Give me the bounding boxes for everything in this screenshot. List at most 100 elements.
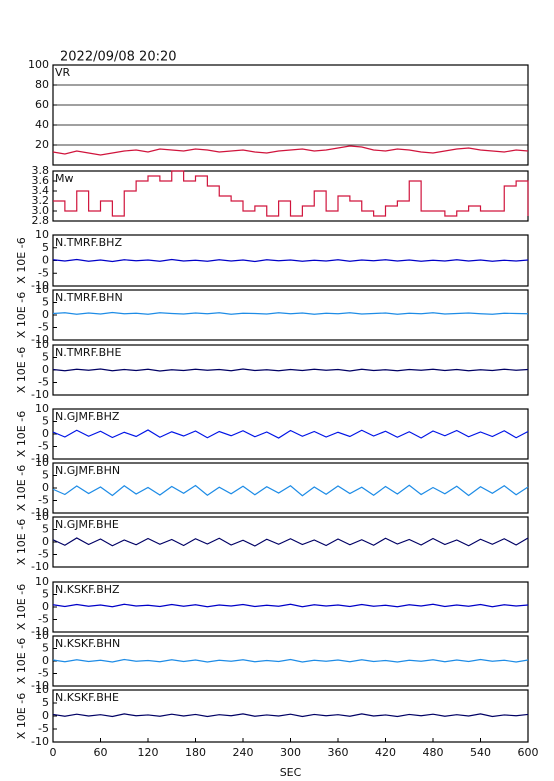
x-tick-label: 0: [50, 746, 57, 759]
y-tick-label: -5: [38, 667, 49, 680]
y-tick-label: 3.6: [32, 174, 50, 187]
series-line: [52, 311, 529, 315]
series-name: VR: [55, 66, 71, 79]
series-name: N.GJMF.BHN: [55, 464, 120, 477]
y-tick-label: -5: [38, 722, 49, 735]
y-tick-label: 5: [42, 523, 49, 536]
series-line: [52, 658, 529, 663]
y-tick-label: -10: [31, 388, 49, 401]
x-tick-label: 60: [94, 746, 108, 759]
y-tick-label: 0: [42, 308, 49, 321]
series-name: N.TMRF.BHN: [55, 291, 123, 304]
panel-frame: [52, 408, 529, 460]
y-tick-label: 3.0: [32, 204, 50, 217]
y-tick-label: 3.4: [32, 184, 50, 197]
y-tick-label: 60: [35, 98, 49, 111]
series-line: [52, 603, 529, 608]
y-tick-label: 5: [42, 415, 49, 428]
panel-frame: [52, 516, 529, 568]
x-tick-label: 480: [423, 746, 444, 759]
y-axis-label: X 10E -6: [15, 584, 28, 630]
y-axis-label: X 10E -6: [15, 237, 28, 283]
y-tick-label: -5: [38, 494, 49, 507]
x-tick-label: 180: [185, 746, 206, 759]
x-axis-label: SEC: [280, 766, 302, 779]
series-name: N.GJMF.BHE: [55, 518, 119, 531]
x-tick-label: 240: [233, 746, 254, 759]
y-tick-label: 0: [42, 254, 49, 267]
x-tick-label: 540: [470, 746, 491, 759]
y-tick-label: 0: [42, 363, 49, 376]
y-tick-label: 3.2: [32, 194, 50, 207]
y-tick-label: 0: [42, 600, 49, 613]
y-tick-label: 10: [35, 402, 49, 415]
series-line: [52, 368, 529, 372]
y-axis-label: X 10E -6: [15, 292, 28, 338]
chart-title: 2022/09/08 20:20: [60, 50, 177, 65]
series-line: [53, 170, 529, 217]
series-name: N.TMRF.BHE: [55, 346, 121, 359]
series-name: Mw: [55, 172, 74, 185]
series-name: N.TMRF.BHZ: [55, 236, 122, 249]
y-tick-label: 5: [42, 241, 49, 254]
x-tick-label: 120: [138, 746, 159, 759]
x-tick-label: 420: [375, 746, 396, 759]
y-tick-label: 0: [42, 481, 49, 494]
y-tick-label: 0: [42, 535, 49, 548]
y-tick-label: 10: [35, 510, 49, 523]
y-tick-label: -5: [38, 266, 49, 279]
y-tick-label: -10: [31, 625, 49, 638]
y-tick-label: 10: [35, 456, 49, 469]
y-tick-label: 80: [35, 78, 49, 91]
y-axis-label: X 10E -6: [15, 519, 28, 565]
panel-frame: [52, 689, 529, 743]
y-tick-label: -10: [31, 560, 49, 573]
y-tick-label: 0: [42, 654, 49, 667]
series-name: N.KSKF.BHE: [55, 691, 119, 704]
panel-frame: [52, 635, 529, 687]
y-axis-label: X 10E -6: [15, 411, 28, 457]
y-tick-label: -5: [38, 376, 49, 389]
y-tick-label: -10: [31, 279, 49, 292]
y-tick-label: 5: [42, 696, 49, 709]
y-tick-label: 5: [42, 469, 49, 482]
y-tick-label: 5: [42, 642, 49, 655]
series-line: [52, 537, 529, 547]
y-tick-label: 0: [42, 709, 49, 722]
y-axis-label: X 10E -6: [15, 465, 28, 511]
series-name: N.KSKF.BHN: [55, 637, 120, 650]
y-tick-label: 10: [35, 283, 49, 296]
y-axis-label: X 10E -6: [15, 638, 28, 684]
panel-frame: [52, 289, 529, 341]
x-tick-label: 600: [518, 746, 539, 759]
y-axis-label: X 10E -6: [15, 693, 28, 739]
y-tick-label: 10: [35, 575, 49, 588]
y-tick-label: 40: [35, 118, 49, 131]
panel-frame: [52, 462, 529, 514]
y-tick-label: 0: [42, 427, 49, 440]
y-tick-label: -5: [38, 613, 49, 626]
series-line: [52, 713, 529, 718]
y-tick-label: -10: [31, 679, 49, 692]
y-tick-label: 20: [35, 138, 49, 151]
x-tick-label: 300: [280, 746, 301, 759]
y-tick-label: 10: [35, 629, 49, 642]
y-tick-label: 3.8: [32, 164, 50, 177]
y-axis-label: X 10E -6: [15, 347, 28, 393]
y-tick-label: 5: [42, 351, 49, 364]
y-tick-label: 10: [35, 683, 49, 696]
series-line: [52, 145, 529, 156]
series-line: [52, 429, 529, 439]
y-tick-label: 10: [35, 228, 49, 241]
y-tick-label: 5: [42, 588, 49, 601]
series-name: N.GJMF.BHZ: [55, 410, 120, 423]
y-tick-label: -10: [31, 333, 49, 346]
y-tick-label: -10: [31, 735, 49, 748]
y-tick-label: -5: [38, 440, 49, 453]
y-tick-label: 100: [28, 58, 49, 71]
series-line: [52, 484, 529, 497]
panel-frame: [52, 581, 529, 633]
y-tick-label: 10: [35, 338, 49, 351]
y-tick-label: -5: [38, 321, 49, 334]
